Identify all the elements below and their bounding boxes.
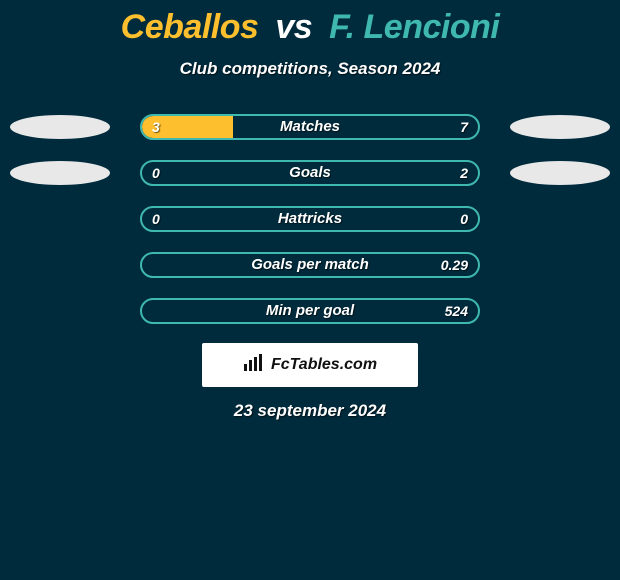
stat-bar: 00Hattricks [140,206,480,232]
stat-row: 0.29Goals per match [0,251,620,281]
flag-left [10,161,110,185]
stats-container: 37Matches 02Goals 00Hattricks 0.29Goals per… [0,113,620,327]
stat-bar: 0.29Goals per match [140,252,480,278]
stat-row: 02Goals [0,159,620,189]
stat-row: 524Min per goal [0,297,620,327]
stat-bar: 37Matches [140,114,480,140]
date-text: 23 september 2024 [0,401,620,421]
stat-label: Goals [142,162,478,184]
chart-icon [243,354,265,377]
site-logo: FcTables.com [202,343,418,387]
stat-row: 37Matches [0,113,620,143]
flag-left [10,115,110,139]
stat-label: Hattricks [142,208,478,230]
stat-label: Matches [142,116,478,138]
stat-label: Goals per match [142,254,478,276]
stat-label: Min per goal [142,300,478,322]
stat-row: 00Hattricks [0,205,620,235]
flag-right [510,115,610,139]
stat-bar: 02Goals [140,160,480,186]
player2-name: F. Lencioni [329,8,499,46]
player1-name: Ceballos [121,8,259,46]
page-title: Ceballos vs F. Lencioni [0,8,620,47]
subtitle: Club competitions, Season 2024 [0,59,620,79]
flag-right [510,161,610,185]
logo-text: FcTables.com [271,356,377,374]
stat-bar: 524Min per goal [140,298,480,324]
vs-text: vs [275,8,312,46]
